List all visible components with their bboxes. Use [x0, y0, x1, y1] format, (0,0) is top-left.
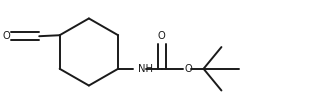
Text: O: O — [185, 64, 193, 74]
Text: O: O — [3, 31, 10, 41]
Text: NH: NH — [138, 64, 153, 74]
Text: O: O — [158, 31, 166, 41]
